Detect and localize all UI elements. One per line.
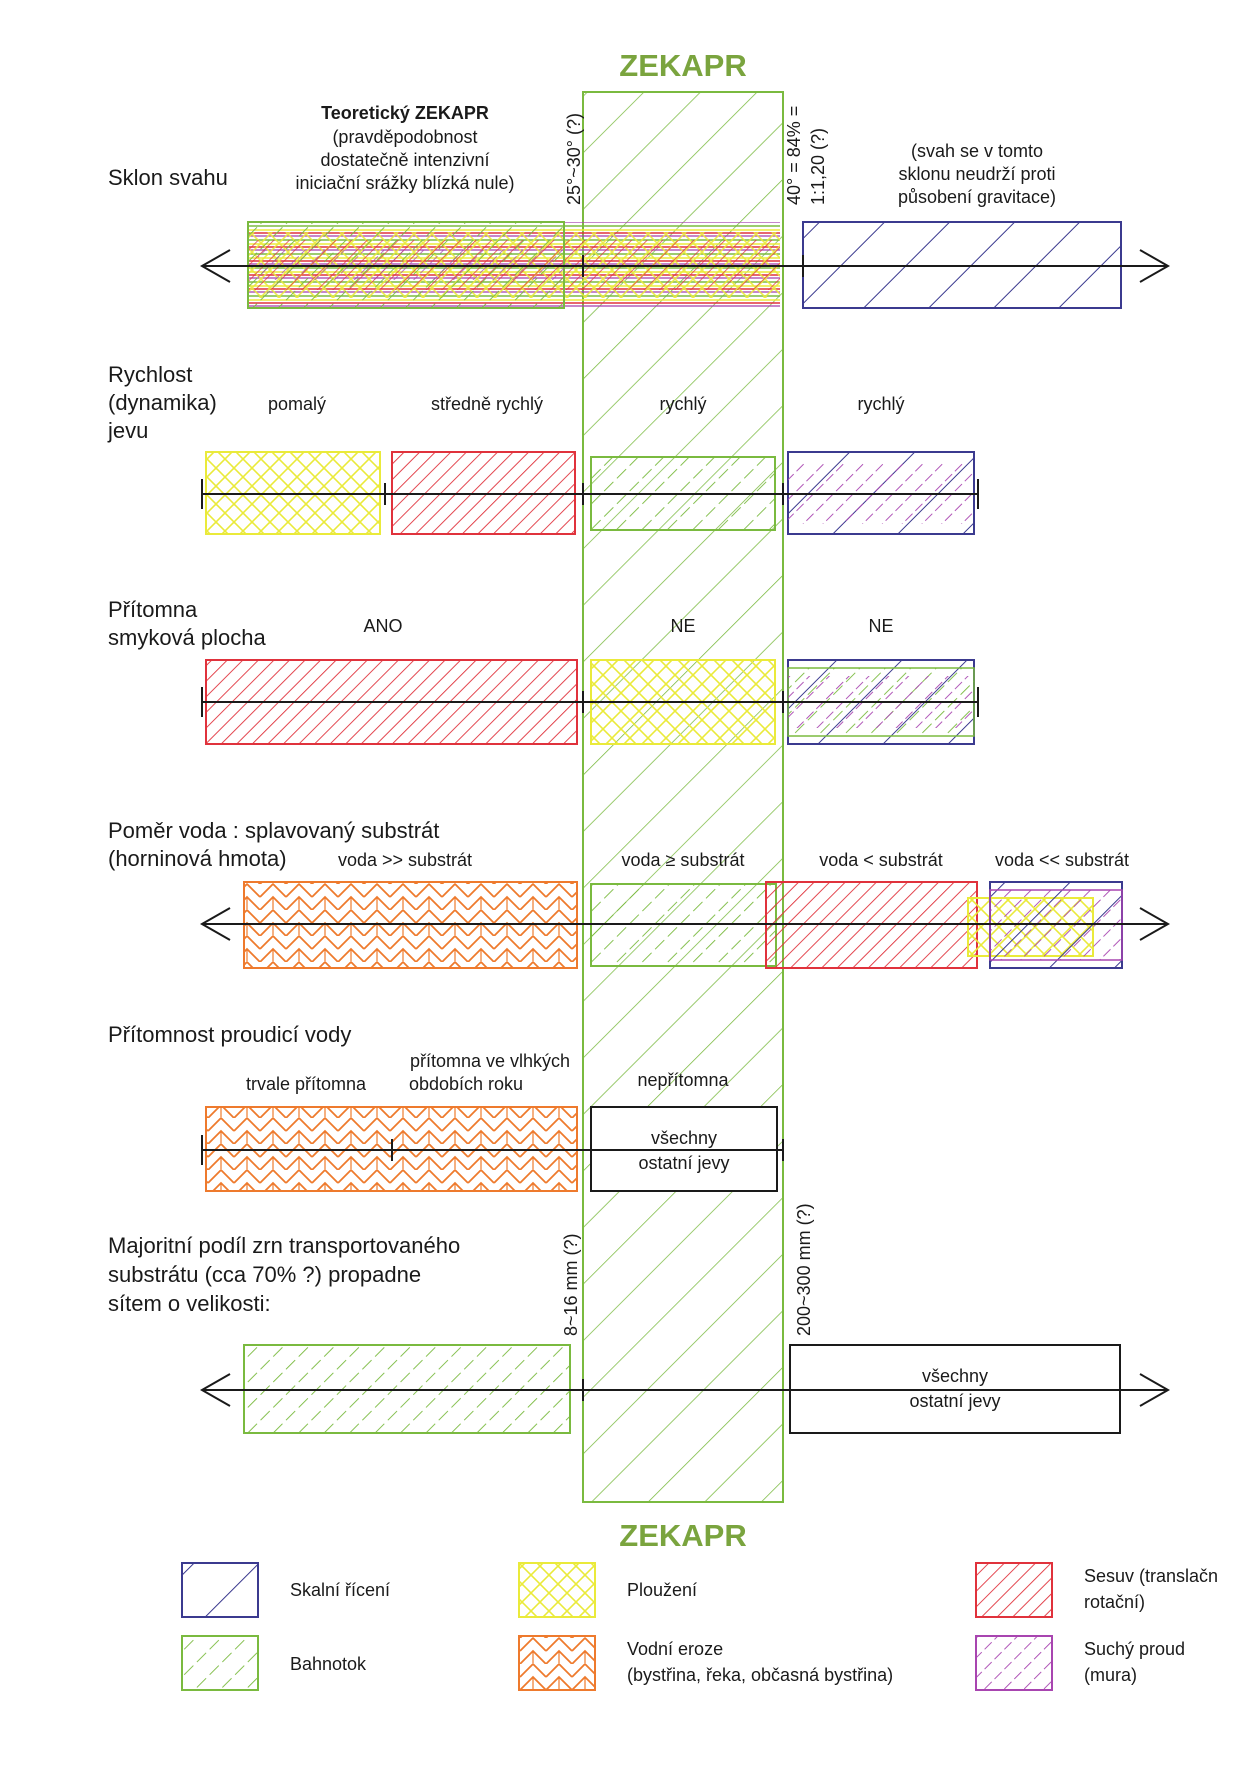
speed-medium-label: středně rychlý	[431, 394, 543, 414]
legend-vodni-label-1: Vodní eroze	[627, 1639, 723, 1659]
theory-line-3: iniciační srážky blízká nule)	[295, 173, 514, 193]
grain-mark-left-label: 8~16 mm (?)	[561, 1233, 581, 1336]
suchy-swatch	[975, 1635, 1053, 1691]
row-label-speed-1: Rychlost	[108, 362, 192, 387]
slope-mark-left-label: 25°~30° (?)	[564, 113, 584, 205]
legend-vodni-label-2: (bystřina, řeka, občasná bystřina)	[627, 1665, 893, 1685]
row-label-ratio: Poměr voda : splavovaný substrát (hornin…	[108, 818, 439, 871]
water-permanent-label: trvale přítomna	[246, 1074, 367, 1094]
gravity-note-line-1: (svah se v tomto	[911, 141, 1043, 161]
water-seasonal-label-1: přítomna ve vlhkých	[410, 1051, 570, 1071]
slope-mark-right-label-2: 1:1,20 (?)	[808, 128, 828, 205]
legend: Skalní řícení Ploužení Sesuv (translačn …	[181, 1562, 1218, 1691]
row5-axis	[201, 1135, 784, 1165]
row-label-speed-3: jevu	[107, 418, 148, 443]
row6-axis	[199, 1373, 1171, 1407]
grain-other-box-line-1: všechny	[922, 1366, 988, 1386]
gravity-note-line-3: působení gravitace)	[898, 187, 1056, 207]
shear-no-zekapr-label: NE	[670, 616, 695, 636]
row4-axis	[199, 907, 1171, 941]
ratio-water-much-more-label: voda >> substrát	[338, 850, 472, 870]
row-label-flowing-water: Přítomnost proudicí vody	[108, 1022, 351, 1047]
plouzeni-swatch	[518, 1562, 596, 1618]
row-label-slope: Sklon svahu	[108, 165, 228, 190]
theory-line-1: (pravděpodobnost	[332, 127, 477, 147]
slope-mark-right-label-1: 40° = 84% =	[784, 106, 804, 205]
row-label-grain-1: Majoritní podíl zrn transportovaného	[108, 1233, 460, 1258]
grain-other-box-line-2: ostatní jevy	[909, 1391, 1000, 1411]
speed-slow-label: pomalý	[268, 394, 326, 414]
row-label-ratio-1: Poměr voda : splavovaný substrát	[108, 818, 439, 843]
theory-title: Teoretický ZEKAPR	[321, 103, 489, 123]
shear-no-label: NE	[868, 616, 893, 636]
legend-sesuv-label-1: Sesuv (translačn	[1084, 1566, 1218, 1586]
row-label-grain-2: substrátu (cca 70% ?) propadne	[108, 1262, 421, 1287]
row-label-ratio-2: (horninová hmota)	[108, 846, 287, 871]
speed-fast-zekapr-label: rychlý	[659, 394, 706, 414]
skalni-swatch	[181, 1562, 259, 1618]
row1-axis	[199, 249, 1171, 283]
row-label-shear-1: Přítomna	[108, 597, 198, 622]
water-absent-label: nepřítomna	[637, 1070, 729, 1090]
gravity-note: (svah se v tomto sklonu neudrží proti pů…	[898, 141, 1056, 207]
water-seasonal-label-2: obdobích roku	[409, 1074, 523, 1094]
legend-plouzeni-label: Ploužení	[627, 1580, 697, 1600]
bahnotok-swatch	[181, 1635, 259, 1691]
row-label-speed: Rychlost (dynamika) jevu	[107, 362, 217, 443]
water-other-box-line-1: všechny	[651, 1128, 717, 1148]
zekapr-title-bottom: ZEKAPR	[619, 1518, 746, 1553]
row-label-grain: Majoritní podíl zrn transportovaného sub…	[108, 1233, 460, 1316]
shear-yes-label: ANO	[363, 616, 402, 636]
row-label-grain-3: sítem o velikosti:	[108, 1291, 271, 1316]
gravity-note-line-2: sklonu neudrží proti	[898, 164, 1055, 184]
row3-axis	[201, 687, 979, 717]
ratio-water-ge-label: voda ≥ substrát	[622, 850, 745, 870]
zekapr-column	[582, 91, 784, 1503]
vodni-swatch	[518, 1635, 596, 1691]
ratio-water-much-less-label: voda << substrát	[995, 850, 1129, 870]
zekapr-title-top: ZEKAPR	[619, 48, 746, 83]
row2-axis	[201, 479, 979, 509]
grain-mark-right-label: 200~300 mm (?)	[794, 1203, 814, 1336]
theory-line-2: dostatečně intenzivní	[320, 150, 489, 170]
sesuv-swatch	[975, 1562, 1053, 1618]
row-label-shear: Přítomna smyková plocha	[108, 597, 267, 650]
row-label-speed-2: (dynamika)	[108, 390, 217, 415]
ratio-water-less-label: voda < substrát	[819, 850, 943, 870]
theory-zekapr-note: Teoretický ZEKAPR (pravděpodobnost dosta…	[295, 103, 514, 193]
speed-fast-label: rychlý	[857, 394, 904, 414]
legend-suchy-label-2: (mura)	[1084, 1665, 1137, 1685]
legend-skalni-label: Skalní řícení	[290, 1580, 390, 1600]
row-label-shear-2: smyková plocha	[108, 625, 267, 650]
legend-suchy-label-1: Suchý proud	[1084, 1639, 1185, 1659]
water-other-box-line-2: ostatní jevy	[638, 1153, 729, 1173]
legend-sesuv-label-2: rotační)	[1084, 1592, 1145, 1612]
legend-bahnotok-label: Bahnotok	[290, 1654, 367, 1674]
